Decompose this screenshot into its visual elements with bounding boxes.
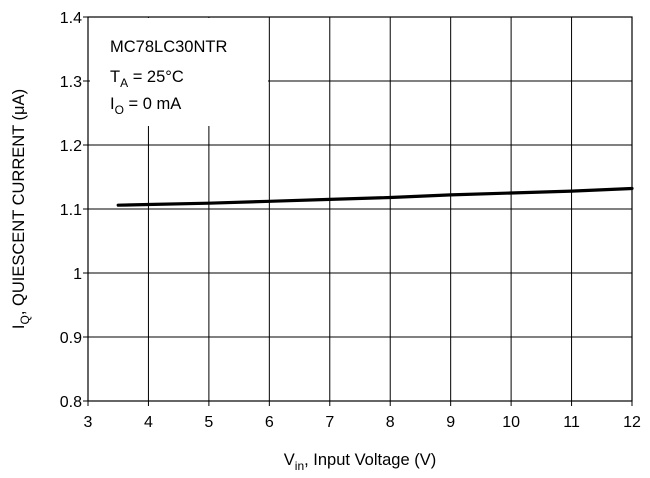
y-axis-unit: A) — [10, 89, 28, 106]
x-tick-label: 12 — [623, 414, 641, 431]
annotation-output-current: IO = 0 mA — [110, 95, 181, 117]
y-tick-label: 0.9 — [60, 330, 82, 347]
y-tick-label: 1.2 — [60, 138, 82, 155]
annotation-device: MC78LC30NTR — [110, 38, 227, 56]
annotation-temp-subscript: A — [120, 76, 128, 90]
x-tick-label: 4 — [144, 414, 153, 431]
x-tick-label: 6 — [265, 414, 274, 431]
annotation-temperature: TA = 25°C — [110, 68, 184, 90]
y-tick-label: 1 — [73, 266, 82, 283]
y-axis-symbol: I — [10, 324, 28, 329]
annotation-io-symbol: I — [110, 95, 115, 113]
annotation-box: MC78LC30NTR TA = 25°C IO = 0 mA — [90, 18, 268, 126]
y-axis-title: IQ, QUIESCENT CURRENT (μA) — [10, 89, 32, 329]
series-layer — [116, 186, 634, 207]
x-tick-label: 5 — [204, 414, 213, 431]
y-tick-label: 0.8 — [60, 394, 82, 411]
x-tick-label: 10 — [502, 414, 520, 431]
y-tick-label: 1.1 — [60, 202, 82, 219]
x-tick-label: 11 — [563, 414, 580, 431]
x-tick-label: 3 — [84, 414, 93, 431]
y-axis-label-text: , QUIESCENT CURRENT ( — [10, 114, 28, 315]
x-tick-labels: 3 4 5 6 7 8 9 10 11 12 — [84, 401, 641, 431]
series-line — [116, 186, 634, 207]
y-tick-label: 1.3 — [60, 74, 82, 91]
y-axis-mu: μ — [10, 105, 28, 115]
x-tick-label: 9 — [446, 414, 455, 431]
annotation-io-subscript: O — [115, 103, 124, 117]
x-axis-label-text: , Input Voltage (V) — [304, 451, 436, 469]
grid-lines — [88, 17, 632, 401]
annotation-temp-value: = 25°C — [128, 68, 184, 86]
x-tick-label: 8 — [386, 414, 395, 431]
y-axis-subscript: Q — [18, 315, 32, 324]
y-tick-label: 1.4 — [60, 10, 82, 27]
x-axis-title: Vin, Input Voltage (V) — [284, 451, 436, 473]
annotation-io-value: = 0 mA — [124, 95, 181, 113]
annotation-temp-symbol: T — [110, 68, 120, 86]
x-tick-label: 7 — [325, 414, 334, 431]
x-axis-subscript: in — [295, 459, 304, 473]
x-axis-symbol: V — [284, 451, 295, 469]
annotation-background — [90, 18, 268, 126]
y-tick-labels: 0.8 0.9 1 1.1 1.2 1.3 1.4 — [60, 10, 88, 411]
